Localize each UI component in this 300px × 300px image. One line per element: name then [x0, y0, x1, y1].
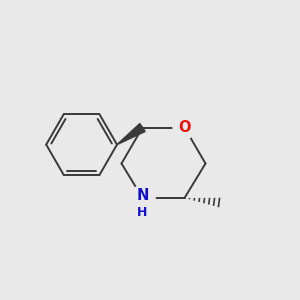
Circle shape [173, 116, 196, 139]
Text: O: O [178, 120, 191, 135]
Text: N: N [136, 188, 149, 203]
Circle shape [130, 185, 155, 211]
Text: H: H [137, 206, 148, 219]
Polygon shape [117, 124, 145, 145]
